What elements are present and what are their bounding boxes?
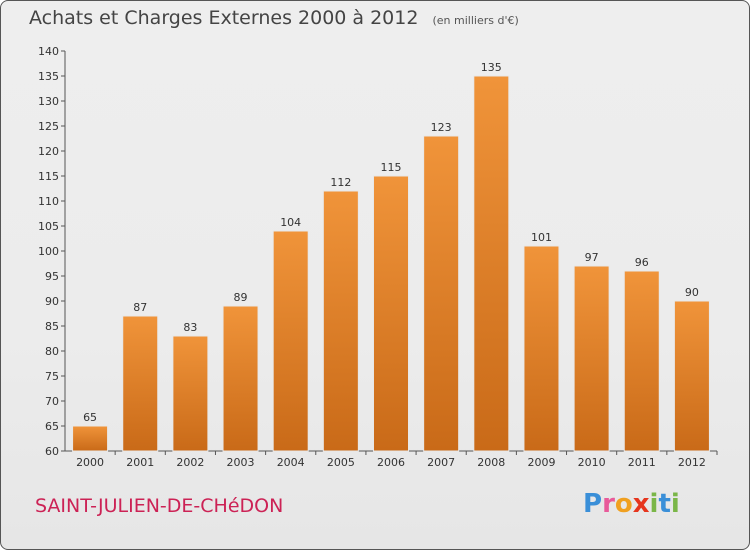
y-tick-label: 100	[38, 245, 59, 258]
y-tick-label: 140	[38, 45, 59, 58]
x-tick-label: 2011	[628, 456, 656, 469]
bar-2007[interactable]	[423, 135, 460, 452]
y-tick-label: 80	[45, 345, 59, 358]
x-tick-label: 2004	[277, 456, 305, 469]
x-tick-label: 2002	[176, 456, 204, 469]
bar-2008[interactable]	[473, 75, 510, 452]
bar-2012[interactable]	[673, 300, 710, 452]
y-tick-label: 85	[45, 320, 59, 333]
y-tick-label: 115	[38, 170, 59, 183]
bar-2009[interactable]	[523, 245, 560, 452]
y-tick-label: 110	[38, 195, 59, 208]
x-tick-label: 2012	[678, 456, 706, 469]
y-tick-label: 105	[38, 220, 59, 233]
bar-2006[interactable]	[373, 175, 409, 452]
logo-letter: x	[632, 489, 650, 519]
y-tick-label: 65	[45, 420, 59, 433]
value-labels: 65 87 83 89 104 112 115 123 135 101 97 96 90	[83, 61, 699, 424]
commune-name: SAINT-JULIEN-DE-CHéDON	[35, 495, 284, 517]
value-label-2003: 89	[234, 291, 248, 304]
y-tick-label: 95	[45, 270, 59, 283]
logo-letter: P	[583, 489, 603, 519]
logo-letter: t	[658, 489, 671, 519]
y-tick-label: 60	[45, 445, 59, 458]
x-tick-label: 2003	[227, 456, 255, 469]
logo-letter: i	[649, 489, 659, 519]
y-tick-label: 135	[38, 70, 59, 83]
value-label-2011: 96	[635, 256, 649, 269]
x-tick-label: 2008	[477, 456, 505, 469]
proxiti-logo[interactable]: Proxiti	[583, 489, 680, 519]
bar-2000[interactable]	[72, 425, 109, 452]
bar-2011[interactable]	[623, 270, 660, 452]
bar-2010[interactable]	[573, 265, 610, 452]
bar-2004[interactable]	[272, 230, 309, 452]
x-tick-label: 2000	[76, 456, 104, 469]
x-tick-label: 2010	[578, 456, 606, 469]
x-tick-label: 2009	[527, 456, 555, 469]
chart-title-unit: (en milliers d'€)	[432, 14, 519, 27]
logo-letter: i	[670, 489, 680, 519]
bars	[72, 75, 710, 452]
x-tick-label: 2006	[377, 456, 405, 469]
bar-2002[interactable]	[172, 335, 209, 452]
value-label-2000: 65	[83, 411, 97, 424]
y-tick-label: 90	[45, 295, 59, 308]
value-label-2009: 101	[531, 231, 552, 244]
y-tick-label: 125	[38, 120, 59, 133]
value-label-2007: 123	[431, 121, 452, 134]
logo-letter: o	[614, 489, 633, 519]
value-label-2005: 112	[330, 176, 351, 189]
bar-2001[interactable]	[122, 315, 159, 452]
value-label-2008: 135	[481, 61, 502, 74]
value-label-2006: 115	[381, 161, 402, 174]
logo-letter: r	[602, 489, 615, 519]
y-tick-label: 70	[45, 395, 59, 408]
y-tick-label: 75	[45, 370, 59, 383]
value-label-2010: 97	[585, 251, 599, 264]
bar-2005[interactable]	[322, 190, 359, 452]
x-tick-label: 2005	[327, 456, 355, 469]
chart-title-main: Achats et Charges Externes 2000 à 2012	[29, 7, 419, 29]
chart-title: Achats et Charges Externes 2000 à 2012 (…	[29, 7, 519, 29]
x-tick-label: 2007	[427, 456, 455, 469]
value-label-2012: 90	[685, 286, 699, 299]
y-tick-label: 120	[38, 145, 59, 158]
y-tick-label: 130	[38, 95, 59, 108]
value-label-2002: 83	[183, 321, 197, 334]
value-label-2004: 104	[280, 216, 301, 229]
bar-2003[interactable]	[222, 305, 259, 452]
value-label-2001: 87	[133, 301, 147, 314]
x-tick-label: 2001	[126, 456, 154, 469]
